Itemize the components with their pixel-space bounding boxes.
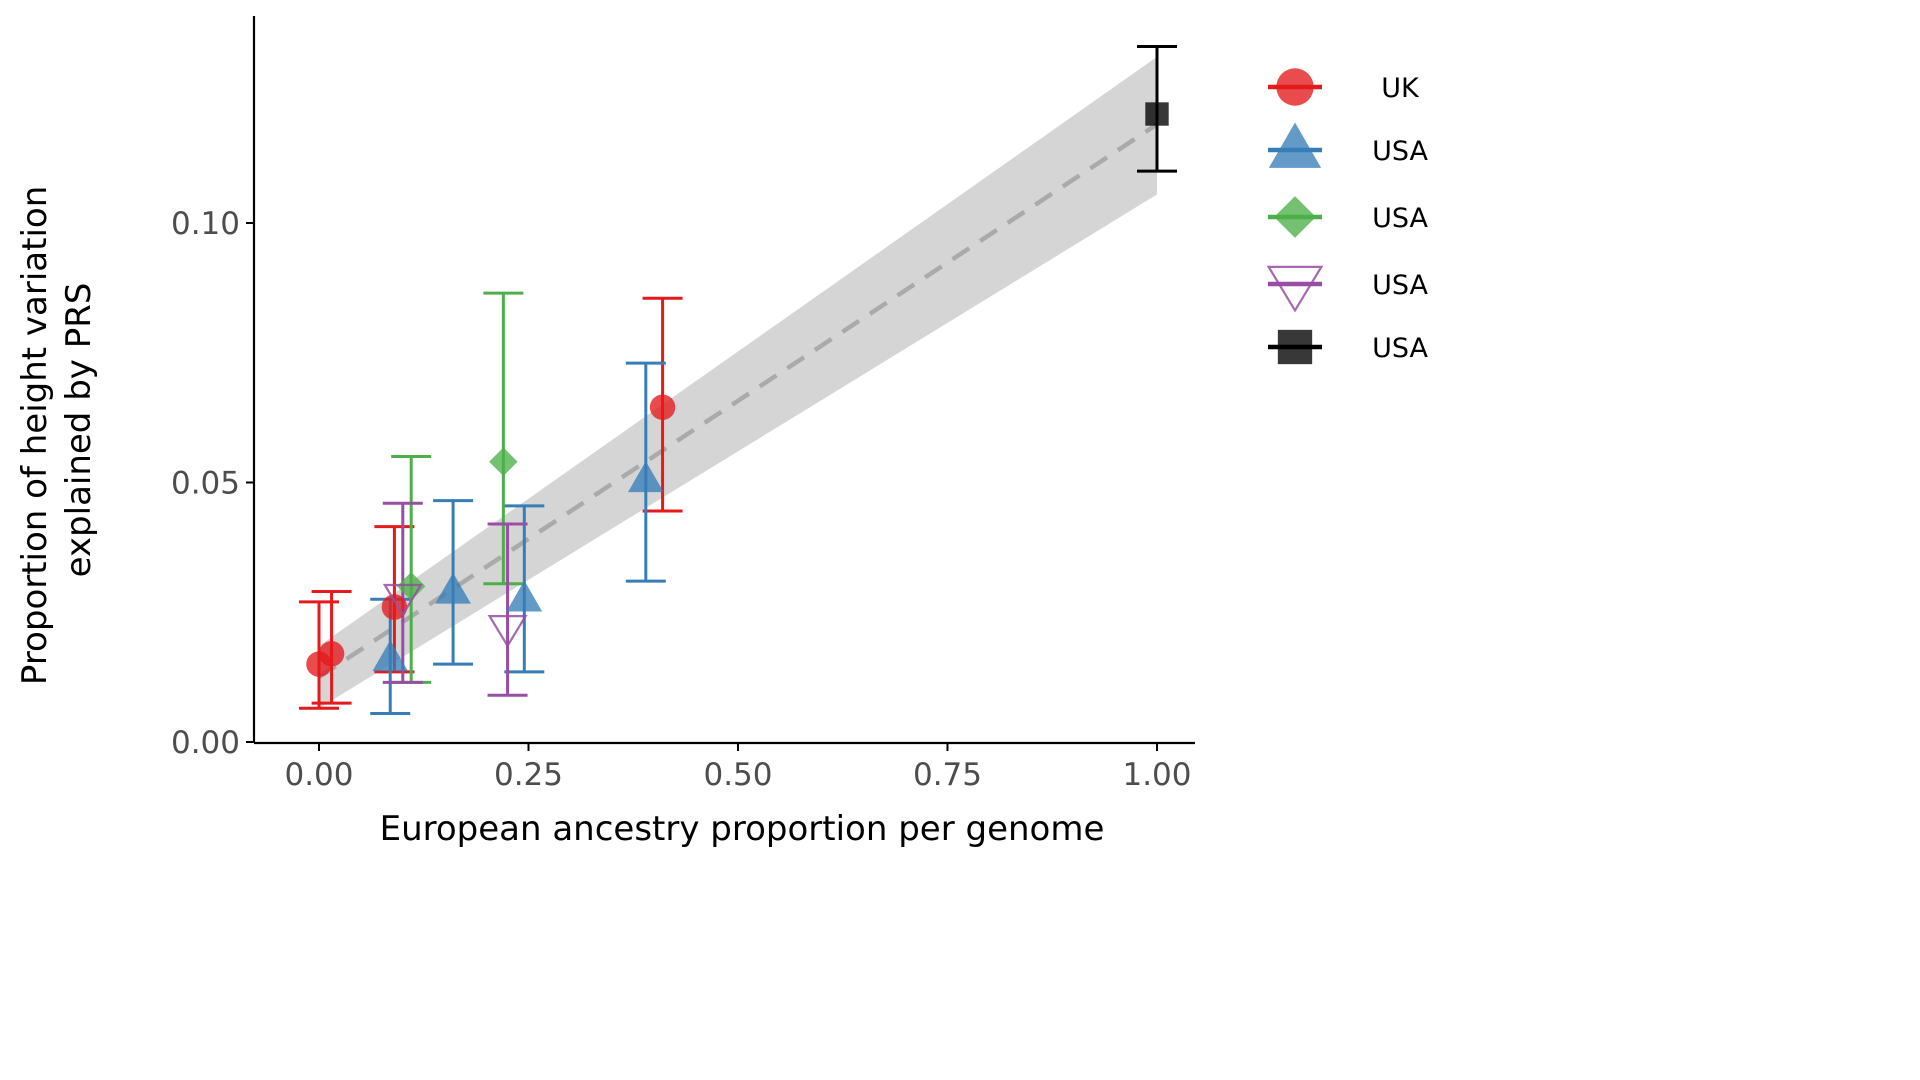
- legend-key-symbol: [1277, 329, 1313, 365]
- legend-label: UK: [1381, 73, 1420, 104]
- legend-key-symbol: [1276, 68, 1314, 106]
- y-tick-label: 0.00: [171, 725, 240, 761]
- error-bar-s3-p0: [382, 501, 423, 684]
- legend: UK USA USA USA USA: [1266, 68, 1428, 365]
- data-point-layer: [306, 102, 1169, 677]
- legend-item: USA: [1268, 329, 1428, 365]
- confidence-band: [319, 56, 1157, 709]
- x-tick-label: 0.75: [913, 757, 982, 793]
- legend-item: USA: [1268, 122, 1428, 168]
- legend-label: USA: [1372, 270, 1428, 301]
- legend-key-symbol: [1274, 196, 1316, 238]
- y-axis-title: Proportion of height variation explained…: [15, 175, 99, 685]
- y-axis-ticks: 0.00 0.05 0.10: [171, 206, 254, 761]
- legend-key-symbol: [1266, 265, 1324, 313]
- data-point-s1-p0: [372, 640, 409, 672]
- data-point-s0-p3: [649, 394, 676, 420]
- data-point-s3-p1: [487, 615, 528, 648]
- legend-key-symbol: [1268, 122, 1322, 168]
- confidence-band-layer: [319, 56, 1157, 709]
- x-tick-label: 0.50: [703, 757, 772, 793]
- data-point-s2-p1: [489, 447, 518, 476]
- y-axis-title-line-2: explained by PRS: [59, 283, 99, 578]
- legend-item: UK: [1268, 68, 1420, 106]
- data-point-s1-p2: [506, 580, 543, 612]
- data-point-s0-p2: [381, 594, 408, 620]
- y-tick-label: 0.05: [171, 466, 240, 502]
- x-tick-label: 1.00: [1122, 757, 1191, 793]
- data-point-s1-p1: [435, 572, 471, 604]
- error-bar-s2-p1: [483, 291, 524, 586]
- y-tick-label: 0.10: [171, 206, 240, 242]
- data-point-s3-p0: [382, 583, 423, 617]
- legend-item: USA: [1268, 196, 1428, 238]
- data-point-s2-p0: [396, 572, 426, 601]
- data-point-s4-p0: [1145, 102, 1169, 126]
- legend-label: USA: [1372, 203, 1428, 234]
- x-axis-title: European ancestry proportion per genome: [380, 809, 1105, 849]
- legend-label: USA: [1372, 136, 1428, 167]
- x-axis-ticks: 0.00 0.25 0.50 0.75 1.00: [284, 743, 1192, 793]
- legend-label: USA: [1372, 333, 1428, 364]
- x-tick-label: 0.25: [494, 757, 563, 793]
- data-point-s1-p3: [628, 461, 664, 493]
- x-tick-label: 0.00: [284, 757, 353, 793]
- y-axis-title-line-1: Proportion of height variation: [15, 186, 55, 685]
- legend-item: USA: [1266, 265, 1428, 313]
- data-point-s0-p1: [318, 641, 345, 667]
